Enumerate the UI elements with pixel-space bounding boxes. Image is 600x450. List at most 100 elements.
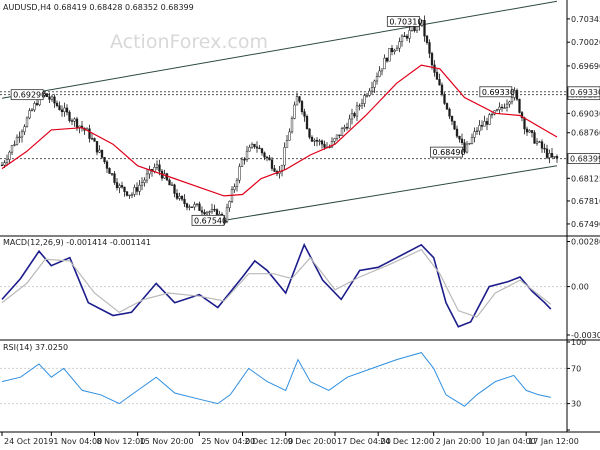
candle-body <box>65 107 69 113</box>
candle-body <box>555 156 559 159</box>
candle-body <box>210 208 214 213</box>
candle-body <box>473 131 476 138</box>
candle-body <box>410 26 414 31</box>
candle-body <box>298 96 301 102</box>
rsi-y-tick-label: 70 <box>571 364 581 373</box>
candle-body <box>400 35 404 42</box>
price-axis-marker: 0.69330 <box>567 86 600 98</box>
candle-body <box>63 107 66 113</box>
rsi-y-tick-label: 30 <box>571 400 581 409</box>
candle-body <box>490 113 494 116</box>
candle-body <box>128 194 131 197</box>
candle-body <box>130 194 134 196</box>
candle-body <box>348 118 351 129</box>
candle-body <box>505 103 509 109</box>
candle-body <box>438 79 441 86</box>
price-y-tick-label: 0.70345 <box>571 15 600 24</box>
candle-body <box>173 184 176 194</box>
candle-body <box>368 90 371 96</box>
time-tick-label: 17 Dec 04:00 <box>337 437 391 446</box>
candle-body <box>253 143 256 148</box>
candle-body <box>330 140 334 148</box>
candle-body <box>458 135 461 140</box>
candle-body <box>195 203 199 205</box>
candle-body <box>508 101 511 105</box>
price-axis-marker-label: 0.69330 <box>570 88 600 97</box>
candle-body <box>338 134 341 136</box>
candle-body <box>453 120 456 130</box>
candle-body <box>120 185 124 188</box>
candle-body <box>528 130 531 133</box>
candle-body <box>138 184 141 192</box>
candle-body <box>383 57 386 70</box>
time-tick-label: 2 Dec 12:00 <box>245 437 294 446</box>
candle-body <box>108 168 111 174</box>
candle-body <box>543 147 546 150</box>
candle-body <box>155 164 159 168</box>
price-annotation-label: 0.70310 <box>389 17 422 26</box>
time-tick-label: 9 Dec 20:00 <box>288 437 337 446</box>
candle-body <box>310 136 314 142</box>
candle-body <box>140 182 144 186</box>
candle-body <box>168 179 171 186</box>
candle-body <box>403 35 406 38</box>
candle-body <box>428 42 431 54</box>
candle-body <box>143 179 146 183</box>
candle-body <box>55 102 59 106</box>
price-annotation-label: 0.67540 <box>194 216 227 225</box>
candle-body <box>20 131 24 138</box>
candle-body <box>235 179 239 187</box>
candle-body <box>305 116 309 130</box>
candle-body <box>228 201 231 209</box>
candle-body <box>315 139 319 142</box>
price-annotation: 0.67540 <box>191 214 227 226</box>
candle-body <box>370 87 374 92</box>
candle-body <box>208 211 211 213</box>
candle-body <box>385 57 389 62</box>
candle-body <box>188 206 191 208</box>
candle-body <box>460 138 464 143</box>
candle-body <box>390 48 394 53</box>
candle-body <box>213 208 216 211</box>
channel-line <box>1 0 558 99</box>
candle-body <box>100 149 104 158</box>
macd-y-tick-label: -0.003012 <box>571 331 600 340</box>
candle-body <box>225 207 229 222</box>
candle-body <box>95 141 99 153</box>
time-tick-label: 24 Dec 12:00 <box>380 437 434 446</box>
candle-body <box>443 93 446 104</box>
candle-body <box>340 128 344 136</box>
rsi-y-tick-label: 100 <box>571 338 586 347</box>
candle-body <box>190 206 194 208</box>
candle-body <box>373 80 376 88</box>
time-tick-label: 1 Nov 04:00 <box>53 437 102 446</box>
candle-body <box>145 173 149 181</box>
candle-body <box>365 95 369 97</box>
price-panel-header: AUDUSD,H4 0.68419 0.68428 0.68352 0.6839… <box>3 3 194 12</box>
candle-body <box>15 136 19 145</box>
price-annotation: 0.68490 <box>430 146 466 158</box>
candle-body <box>58 105 61 111</box>
candle-body <box>303 111 306 117</box>
macd-header: MACD(12,26,9) -0.001414 -0.001141 <box>3 238 151 247</box>
candle-body <box>118 185 121 189</box>
candle-body <box>450 115 454 122</box>
candle-body <box>405 35 409 39</box>
candle-body <box>243 159 246 161</box>
candle-body <box>523 117 526 130</box>
candle-body <box>538 141 541 143</box>
candle-body <box>425 35 429 43</box>
candle-body <box>233 186 236 190</box>
candle-body <box>435 72 439 80</box>
candle-body <box>363 95 366 104</box>
candle-body <box>73 118 76 122</box>
candle-body <box>3 162 6 166</box>
candle-body <box>35 103 39 106</box>
candle-body <box>313 139 316 142</box>
candle-body <box>395 47 399 51</box>
candle-body <box>10 145 14 153</box>
candle-body <box>18 136 21 139</box>
candle-body <box>500 106 504 109</box>
price-annotation: 0.70310 <box>386 15 422 27</box>
